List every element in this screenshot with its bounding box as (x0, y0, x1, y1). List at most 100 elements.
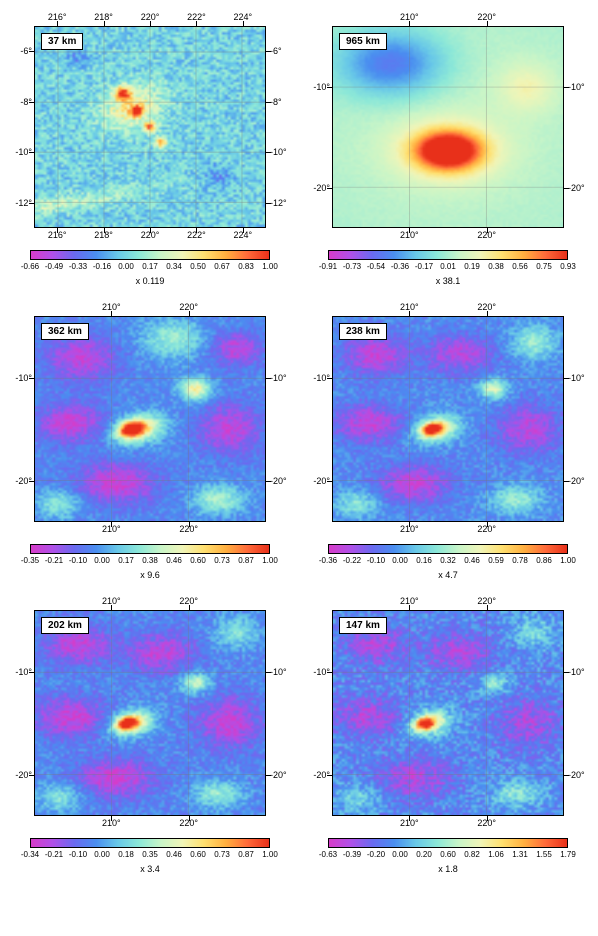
colorbar-tick: -0.20 (367, 850, 385, 859)
panel-grid: 37 km216°216°218°218°220°220°222°222°224… (4, 10, 594, 874)
x-tick-label: 220° (141, 12, 160, 22)
colorbar-tick: 0.50 (190, 262, 206, 271)
x-tick-label: 220° (477, 596, 496, 606)
x-tick-label: 220° (477, 818, 496, 828)
colorbar: -0.63-0.39-0.200.000.200.600.821.061.311… (328, 838, 568, 874)
colorbar-tick: 0.60 (190, 850, 206, 859)
colorbar-tick: 0.01 (440, 262, 456, 271)
map-panel-4: 202 km210°210°220°220°-10°-10°-20°-20°-0… (4, 594, 296, 874)
y-tick-label: -8° (270, 97, 282, 107)
colorbar-tick: 0.60 (440, 850, 456, 859)
field-canvas (333, 27, 563, 227)
colorbar-tick: 0.93 (560, 262, 576, 271)
y-tick-label: -10° (310, 667, 330, 677)
colorbar-tick: 0.16 (416, 556, 432, 565)
colorbar-tick: 1.00 (262, 262, 278, 271)
y-tick-label: -10° (270, 667, 287, 677)
colorbar-tick: 0.87 (238, 850, 254, 859)
x-tick-label: 222° (187, 230, 206, 240)
colorbar-tick: 0.17 (118, 556, 134, 565)
scale-label: x 38.1 (436, 276, 461, 286)
colorbar-tick: 0.17 (142, 262, 158, 271)
colorbar-tick: 0.60 (190, 556, 206, 565)
map-panel-5: 147 km210°210°220°220°-10°-10°-20°-20°-0… (302, 594, 594, 874)
y-tick-label: -12° (12, 198, 32, 208)
colorbar-tick: 0.46 (166, 850, 182, 859)
colorbar-tick: 0.35 (142, 850, 158, 859)
y-tick-label: -10° (270, 373, 287, 383)
colorbar-tick: 0.86 (536, 556, 552, 565)
depth-label: 147 km (339, 617, 387, 634)
colorbar-tick: 0.34 (166, 262, 182, 271)
map-panel-2: 362 km210°210°220°220°-10°-10°-20°-20°-0… (4, 300, 296, 580)
y-tick-label: -6° (12, 46, 32, 56)
colorbar-tick: -0.54 (367, 262, 385, 271)
colorbar-tick: -0.66 (21, 262, 39, 271)
colorbar-tick: -0.10 (69, 850, 87, 859)
map-box: 965 km (332, 26, 564, 228)
depth-label: 37 km (41, 33, 83, 50)
colorbar-tick: -0.73 (343, 262, 361, 271)
colorbar-tick: 0.56 (512, 262, 528, 271)
x-tick-label: 216° (48, 12, 67, 22)
colorbar-tick: 0.00 (118, 262, 134, 271)
x-tick-label: 220° (179, 818, 198, 828)
colorbar: -0.91-0.73-0.54-0.36-0.170.010.190.380.5… (328, 250, 568, 286)
x-tick-label: 210° (400, 12, 419, 22)
x-tick-label: 216° (48, 230, 67, 240)
colorbar-tick: -0.91 (319, 262, 337, 271)
map-panel-1: 965 km210°210°220°220°-10°-10°-20°-20°-0… (302, 10, 594, 286)
y-tick-label: -10° (270, 147, 287, 157)
colorbar-tick: 1.00 (262, 850, 278, 859)
x-tick-label: 210° (400, 230, 419, 240)
colorbar-tick: 0.19 (464, 262, 480, 271)
map-box: 202 km (34, 610, 266, 816)
x-tick-label: 210° (102, 302, 121, 312)
y-tick-label: -20° (12, 770, 32, 780)
colorbar-tick: -0.21 (45, 556, 63, 565)
x-tick-label: 210° (400, 596, 419, 606)
colorbar-tick: 0.38 (488, 262, 504, 271)
x-tick-label: 220° (477, 302, 496, 312)
x-tick-label: 220° (179, 524, 198, 534)
y-tick-label: -20° (568, 770, 585, 780)
x-tick-label: 220° (179, 302, 198, 312)
colorbar-tick: 1.00 (560, 556, 576, 565)
map-box: 37 km (34, 26, 266, 228)
map-box: 238 km (332, 316, 564, 522)
depth-label: 362 km (41, 323, 89, 340)
x-tick-label: 220° (179, 596, 198, 606)
colorbar-tick: 0.46 (166, 556, 182, 565)
colorbar-tick: 0.75 (536, 262, 552, 271)
colorbar-tick: -0.49 (45, 262, 63, 271)
y-tick-label: -10° (310, 82, 330, 92)
colorbar-tick: -0.36 (391, 262, 409, 271)
colorbar-tick: 0.82 (464, 850, 480, 859)
y-tick-label: -20° (310, 183, 330, 193)
y-tick-label: -20° (568, 476, 585, 486)
map-panel-0: 37 km216°216°218°218°220°220°222°222°224… (4, 10, 296, 286)
colorbar-tick: 0.83 (238, 262, 254, 271)
x-tick-label: 210° (102, 596, 121, 606)
colorbar-tick: -0.17 (415, 262, 433, 271)
colorbar-tick: -0.34 (21, 850, 39, 859)
colorbar-tick: 0.73 (214, 556, 230, 565)
y-tick-label: -10° (568, 82, 585, 92)
colorbar: -0.34-0.21-0.100.000.180.350.460.600.730… (30, 838, 270, 874)
x-tick-label: 220° (477, 524, 496, 534)
y-tick-label: -10° (568, 667, 585, 677)
field-canvas (333, 611, 563, 815)
field-canvas (333, 317, 563, 521)
y-tick-label: -20° (270, 770, 287, 780)
scale-label: x 3.4 (140, 864, 160, 874)
map-box: 362 km (34, 316, 266, 522)
x-tick-label: 224° (233, 230, 252, 240)
colorbar-tick: 0.73 (214, 850, 230, 859)
map-box: 147 km (332, 610, 564, 816)
colorbar-tick: -0.10 (367, 556, 385, 565)
colorbar: -0.66-0.49-0.33-0.160.000.170.340.500.67… (30, 250, 270, 286)
scale-label: x 0.119 (136, 276, 165, 286)
y-tick-label: -12° (270, 198, 287, 208)
colorbar-tick: -0.63 (319, 850, 337, 859)
y-tick-label: -10° (568, 373, 585, 383)
